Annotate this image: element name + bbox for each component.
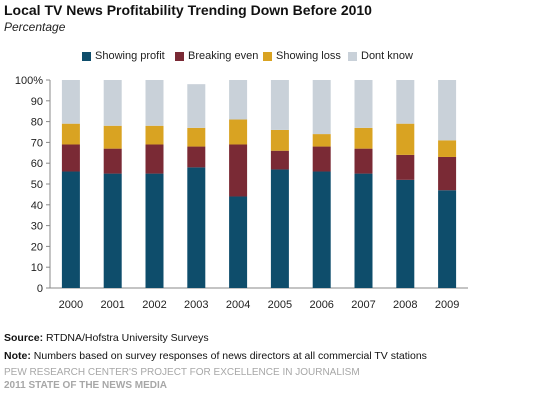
bar-segment-showing-loss bbox=[187, 127, 206, 147]
bar-segment-showing-profit bbox=[396, 179, 415, 288]
bar-segment-showing-loss bbox=[312, 134, 331, 147]
x-tick-label: 2008 bbox=[393, 299, 417, 311]
bar-segment-dont-know bbox=[354, 80, 373, 128]
bar-segment-breaking-even bbox=[312, 146, 331, 172]
bar-segment-dont-know bbox=[145, 80, 164, 126]
source-line: Source: RTDNA/Hofstra University Surveys bbox=[4, 332, 209, 344]
bar-segment-breaking-even bbox=[229, 144, 248, 197]
bar-segment-breaking-even bbox=[145, 144, 164, 174]
bar-segment-dont-know bbox=[396, 80, 415, 124]
bar-segment-breaking-even bbox=[396, 154, 415, 180]
y-tick-label: 40 bbox=[31, 200, 43, 212]
x-tick-label: 2002 bbox=[142, 299, 166, 311]
bar-segment-showing-profit bbox=[103, 173, 122, 288]
bar-segment-dont-know bbox=[229, 80, 248, 120]
legend-label: Breaking even bbox=[188, 50, 259, 62]
legend-label: Showing loss bbox=[276, 50, 341, 62]
bar-segment-showing-loss bbox=[103, 125, 122, 149]
source-text: RTDNA/Hofstra University Surveys bbox=[46, 332, 209, 344]
legend-swatch bbox=[348, 51, 357, 61]
bar-segment-dont-know bbox=[270, 80, 289, 130]
chart-legend: Showing profit Breaking even Showing los… bbox=[0, 50, 537, 66]
bar-segment-breaking-even bbox=[270, 150, 289, 170]
bar-segment-showing-loss bbox=[396, 123, 415, 155]
x-tick-label: 2007 bbox=[351, 299, 375, 311]
y-tick-label: 0 bbox=[37, 283, 43, 295]
y-tick-label: 70 bbox=[31, 137, 43, 149]
bar-segment-dont-know bbox=[103, 80, 122, 126]
x-tick-label: 2005 bbox=[268, 299, 292, 311]
bar-segment-breaking-even bbox=[438, 156, 457, 191]
x-tick-label: 2000 bbox=[59, 299, 83, 311]
bar-segment-dont-know bbox=[438, 80, 457, 141]
bar-segment-dont-know bbox=[61, 80, 80, 124]
legend-item-breaking-even: Breaking even bbox=[175, 50, 258, 62]
bar-segment-showing-profit bbox=[270, 169, 289, 288]
x-tick-label: 2009 bbox=[435, 299, 459, 311]
y-tick-label: 60 bbox=[31, 158, 43, 170]
y-tick-label: 50 bbox=[31, 179, 43, 191]
bar-segment-showing-profit bbox=[145, 173, 164, 288]
bar-segment-showing-loss bbox=[438, 140, 457, 157]
chart-subtitle: Percentage bbox=[4, 20, 66, 34]
chart-plot: 0 10 20 30 40 50 60 70 80 90 100% 2000 2001 2002 2003 2… bbox=[15, 75, 468, 311]
bar-segment-showing-profit bbox=[229, 196, 248, 288]
bar-segment-showing-profit bbox=[312, 171, 331, 288]
y-tick-label: 90 bbox=[31, 96, 43, 108]
legend-swatch bbox=[82, 51, 91, 61]
bar-segment-showing-profit bbox=[187, 167, 206, 288]
y-tick-label: 20 bbox=[31, 241, 43, 253]
y-tick-label: 10 bbox=[31, 262, 43, 274]
chart-title: Local TV News Profitability Trending Dow… bbox=[4, 2, 372, 18]
x-tick-label: 2004 bbox=[226, 299, 250, 311]
bar-segment-showing-loss bbox=[270, 129, 289, 151]
x-tick-label: 2003 bbox=[184, 299, 208, 311]
legend-label: Showing profit bbox=[95, 50, 165, 62]
legend-label: Dont know bbox=[361, 50, 413, 62]
bar-segment-showing-loss bbox=[229, 119, 248, 145]
x-tick-label: 2001 bbox=[100, 299, 124, 311]
report-name: 2011 STATE OF THE NEWS MEDIA bbox=[4, 380, 167, 391]
bar-segment-dont-know bbox=[187, 84, 206, 128]
source-label: Source: bbox=[4, 332, 44, 344]
bar-segment-breaking-even bbox=[354, 148, 373, 174]
y-tick-label: 80 bbox=[31, 117, 43, 129]
bar-segment-breaking-even bbox=[103, 148, 122, 174]
y-tick-label: 100% bbox=[15, 75, 43, 87]
org-name: PEW RESEARCH CENTER'S PROJECT FOR EXCELL… bbox=[4, 367, 360, 378]
bar-segment-breaking-even bbox=[187, 146, 206, 168]
legend-item-showing-loss: Showing loss bbox=[263, 50, 341, 62]
legend-item-dont-know: Dont know bbox=[348, 50, 413, 62]
note-label: Note: bbox=[4, 350, 31, 362]
y-tick-label: 30 bbox=[31, 221, 43, 233]
note-line: Note: Numbers based on survey responses … bbox=[4, 350, 427, 362]
x-tick-label: 2006 bbox=[309, 299, 333, 311]
legend-item-showing-profit: Showing profit bbox=[82, 50, 165, 62]
bar-segment-showing-profit bbox=[438, 190, 457, 288]
legend-swatch bbox=[175, 51, 184, 61]
bar-segment-showing-loss bbox=[145, 125, 164, 145]
note-text: Numbers based on survey responses of new… bbox=[33, 350, 427, 362]
bar-segment-dont-know bbox=[312, 80, 331, 135]
bar-segment-showing-profit bbox=[354, 173, 373, 288]
bar-segment-breaking-even bbox=[61, 144, 80, 172]
bar-segment-showing-profit bbox=[61, 171, 80, 288]
bar-segment-showing-loss bbox=[61, 123, 80, 145]
bar-segment-showing-loss bbox=[354, 127, 373, 149]
legend-swatch bbox=[263, 51, 272, 61]
